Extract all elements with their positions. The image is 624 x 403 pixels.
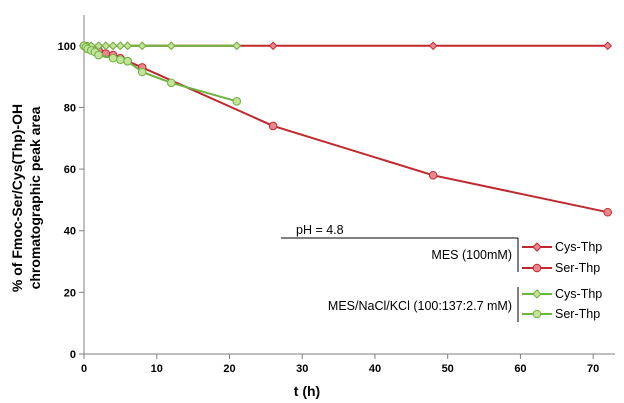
legend-marker-diamond bbox=[532, 242, 542, 252]
series-line bbox=[83, 44, 608, 214]
data-point-circle bbox=[116, 55, 125, 64]
y-tick-label: 60 bbox=[64, 164, 76, 176]
group1-label: MES (100mM) bbox=[431, 248, 512, 262]
legend-item-group1-cys: Cys-Thp bbox=[522, 240, 602, 254]
legend-item-group1-ser: Ser-Thp bbox=[522, 261, 600, 275]
x-tick-label: 50 bbox=[442, 363, 454, 375]
data-point-circle bbox=[603, 207, 613, 217]
legend-marker-circle bbox=[532, 263, 542, 273]
data-point-diamond bbox=[101, 41, 111, 51]
y-tick-label: 40 bbox=[64, 226, 76, 238]
data-point-diamond bbox=[123, 41, 132, 51]
data-point-circle bbox=[94, 50, 103, 60]
y-tick-label: 20 bbox=[64, 287, 76, 299]
data-point-diamond bbox=[94, 41, 103, 51]
legend-marker-circle bbox=[532, 309, 542, 319]
annotation-block: pH = 4.8 MES (100mM) MES/NaCl/KCl (100:1… bbox=[281, 223, 519, 322]
x-tick-label: 30 bbox=[296, 363, 308, 375]
group2-label: MES/NaCl/KCl (100:137:2.7 mM) bbox=[328, 299, 512, 313]
legend-label: Ser-Thp bbox=[555, 261, 600, 275]
x-tick-label: 10 bbox=[151, 363, 163, 375]
legend-label: Cys-Thp bbox=[555, 287, 602, 301]
y-axis-title-line1: % of Fmoc-Ser/Cys(Thp)-OH bbox=[9, 104, 25, 292]
data-point-diamond bbox=[428, 41, 438, 51]
legend-label: Cys-Thp bbox=[555, 240, 602, 254]
y-axis-title-line2: chromatographic peak area bbox=[27, 106, 43, 289]
data-point-circle bbox=[137, 67, 147, 77]
data-point-circle bbox=[166, 78, 176, 88]
x-tick-label: 0 bbox=[81, 363, 87, 375]
series-ser-thp-group1 bbox=[79, 41, 613, 217]
data-point-circle bbox=[428, 170, 438, 180]
data-point-circle bbox=[123, 56, 132, 66]
legend-marker-diamond bbox=[532, 289, 542, 299]
x-tick-label: 60 bbox=[514, 363, 526, 375]
x-axis-title: t (h) bbox=[294, 383, 320, 399]
y-tick-label: 0 bbox=[70, 349, 76, 361]
series-cys-thp-group2 bbox=[79, 41, 242, 51]
data-point-diamond bbox=[603, 41, 613, 51]
x-tick-label: 20 bbox=[223, 363, 235, 375]
data-point-diamond bbox=[108, 41, 118, 51]
data-point-circle bbox=[232, 96, 242, 106]
x-tick-label: 70 bbox=[587, 363, 599, 375]
legend: Cys-Thp Ser-Thp Cys-Thp Ser-Thp bbox=[522, 240, 602, 321]
x-tick-label: 40 bbox=[369, 363, 381, 375]
data-point-diamond bbox=[137, 41, 147, 51]
legend-item-group2-ser: Ser-Thp bbox=[522, 307, 600, 321]
data-point-diamond bbox=[268, 41, 278, 51]
data-point-diamond bbox=[166, 41, 176, 51]
data-point-circle bbox=[268, 121, 278, 131]
ph-annotation: pH = 4.8 bbox=[296, 223, 344, 237]
legend-label: Ser-Thp bbox=[555, 307, 600, 321]
y-tick-label: 80 bbox=[64, 102, 76, 114]
legend-item-group2-cys: Cys-Thp bbox=[522, 287, 602, 301]
data-point-diamond bbox=[232, 41, 242, 51]
series-ser-thp-group2 bbox=[79, 41, 242, 106]
data-point-diamond bbox=[116, 41, 125, 51]
data-point-circle bbox=[108, 53, 118, 63]
y-tick-label: 100 bbox=[58, 41, 76, 53]
